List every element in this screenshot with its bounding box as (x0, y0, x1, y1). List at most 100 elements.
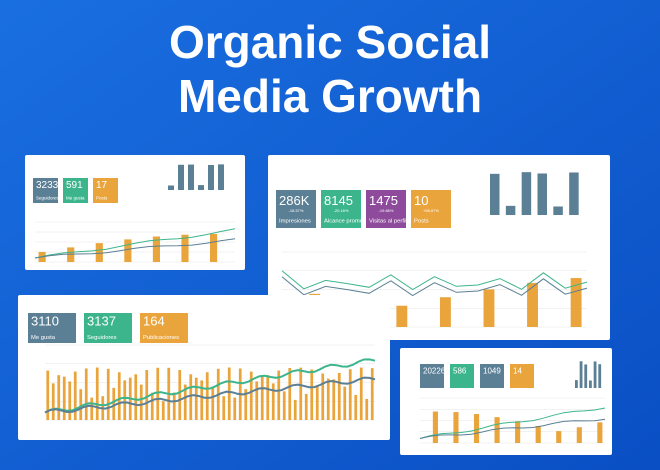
bar (277, 370, 281, 420)
trend-line (34, 228, 236, 259)
bar (515, 421, 521, 443)
kpi-tile (28, 313, 76, 343)
bar (266, 375, 270, 420)
bar (139, 384, 143, 420)
kpi-value: 3233 (36, 180, 59, 191)
kpi-tile (140, 313, 188, 343)
bar (200, 380, 204, 420)
mini-bar (589, 380, 592, 388)
bar (67, 247, 75, 262)
bar (210, 234, 218, 262)
kpi-change: -18.57% (289, 208, 304, 213)
kpi-label: Publicaciones (143, 335, 179, 341)
bar (271, 383, 275, 420)
kpi-change: -20.16% (334, 208, 349, 213)
bar (123, 380, 127, 420)
kpi-value: 1049 (483, 366, 501, 375)
mini-bar (168, 185, 174, 190)
kpi-label: Seguidores (36, 196, 60, 201)
bar (483, 289, 495, 327)
bar (172, 392, 176, 420)
bar (453, 412, 459, 443)
bar (249, 371, 253, 420)
bar (570, 278, 582, 327)
kpi-tile (411, 190, 451, 228)
trend-line (44, 358, 376, 414)
bar (348, 369, 352, 420)
kpi-value: 3137 (87, 313, 116, 328)
bar (432, 411, 438, 443)
kpi-tile (450, 364, 474, 388)
bar (365, 398, 369, 420)
bar (337, 372, 341, 420)
kpi-label: Me gusta (31, 335, 56, 341)
kpi-label: Posts (414, 219, 429, 225)
kpi-value: 1475 (369, 193, 398, 208)
kpi-tile (63, 178, 88, 203)
bar (343, 386, 347, 420)
trend-line (419, 418, 606, 439)
kpi-label: Posts (96, 196, 108, 201)
mini-bar (208, 164, 214, 190)
kpi-value: 8145 (324, 193, 353, 208)
mini-bar (178, 164, 184, 190)
kpi-change: +66.67% (423, 208, 439, 213)
bar (178, 370, 182, 420)
kpi-tile (420, 364, 444, 388)
bar (535, 425, 541, 443)
bar (597, 422, 603, 443)
bar (494, 417, 500, 443)
kpi-value: 20226 (423, 366, 446, 375)
kpi-tile (480, 364, 504, 388)
kpi-value: 164 (143, 313, 165, 328)
mini-bar (569, 172, 579, 215)
mini-bar (188, 164, 194, 190)
bar (150, 392, 154, 420)
mini-bar (584, 364, 588, 388)
mini-bar (505, 205, 516, 215)
bar (255, 381, 259, 420)
bar (106, 368, 110, 420)
kpi-change: -19.86% (379, 208, 394, 213)
bar (152, 236, 160, 262)
bar (112, 387, 116, 420)
bar (194, 377, 198, 420)
kpi-label: Seguidores (87, 335, 117, 341)
kpi-value: 17 (96, 180, 108, 191)
bar (299, 367, 303, 420)
bar (233, 397, 237, 420)
bar (156, 367, 160, 420)
title-line: Media Growth (178, 70, 482, 122)
mini-bar (593, 361, 597, 388)
kpi-tile (276, 190, 316, 228)
bar (46, 370, 50, 420)
trend-line (34, 238, 236, 259)
bar (576, 427, 582, 443)
bar (359, 367, 363, 420)
bar (282, 391, 286, 420)
bar (84, 368, 88, 420)
kpi-tile (33, 178, 58, 203)
kpi-tile (510, 364, 534, 388)
bar (332, 379, 336, 420)
bar (527, 282, 538, 327)
mini-bar (553, 206, 563, 215)
bar (288, 367, 292, 420)
kpi-value: 3110 (31, 313, 59, 328)
bar (183, 384, 187, 420)
bar (205, 372, 209, 420)
bar (244, 389, 248, 420)
bar (310, 369, 314, 420)
trend-line (44, 376, 376, 414)
bar (211, 387, 215, 420)
kpi-label: Impresiones (279, 219, 311, 225)
bar (354, 394, 358, 420)
bar (396, 305, 408, 327)
bar (117, 372, 121, 420)
kpi-label: Visitas al perfil (369, 219, 407, 225)
bar (370, 368, 374, 420)
trend-line (281, 276, 588, 297)
kpi-value: 591 (66, 180, 83, 191)
bar (222, 396, 226, 420)
